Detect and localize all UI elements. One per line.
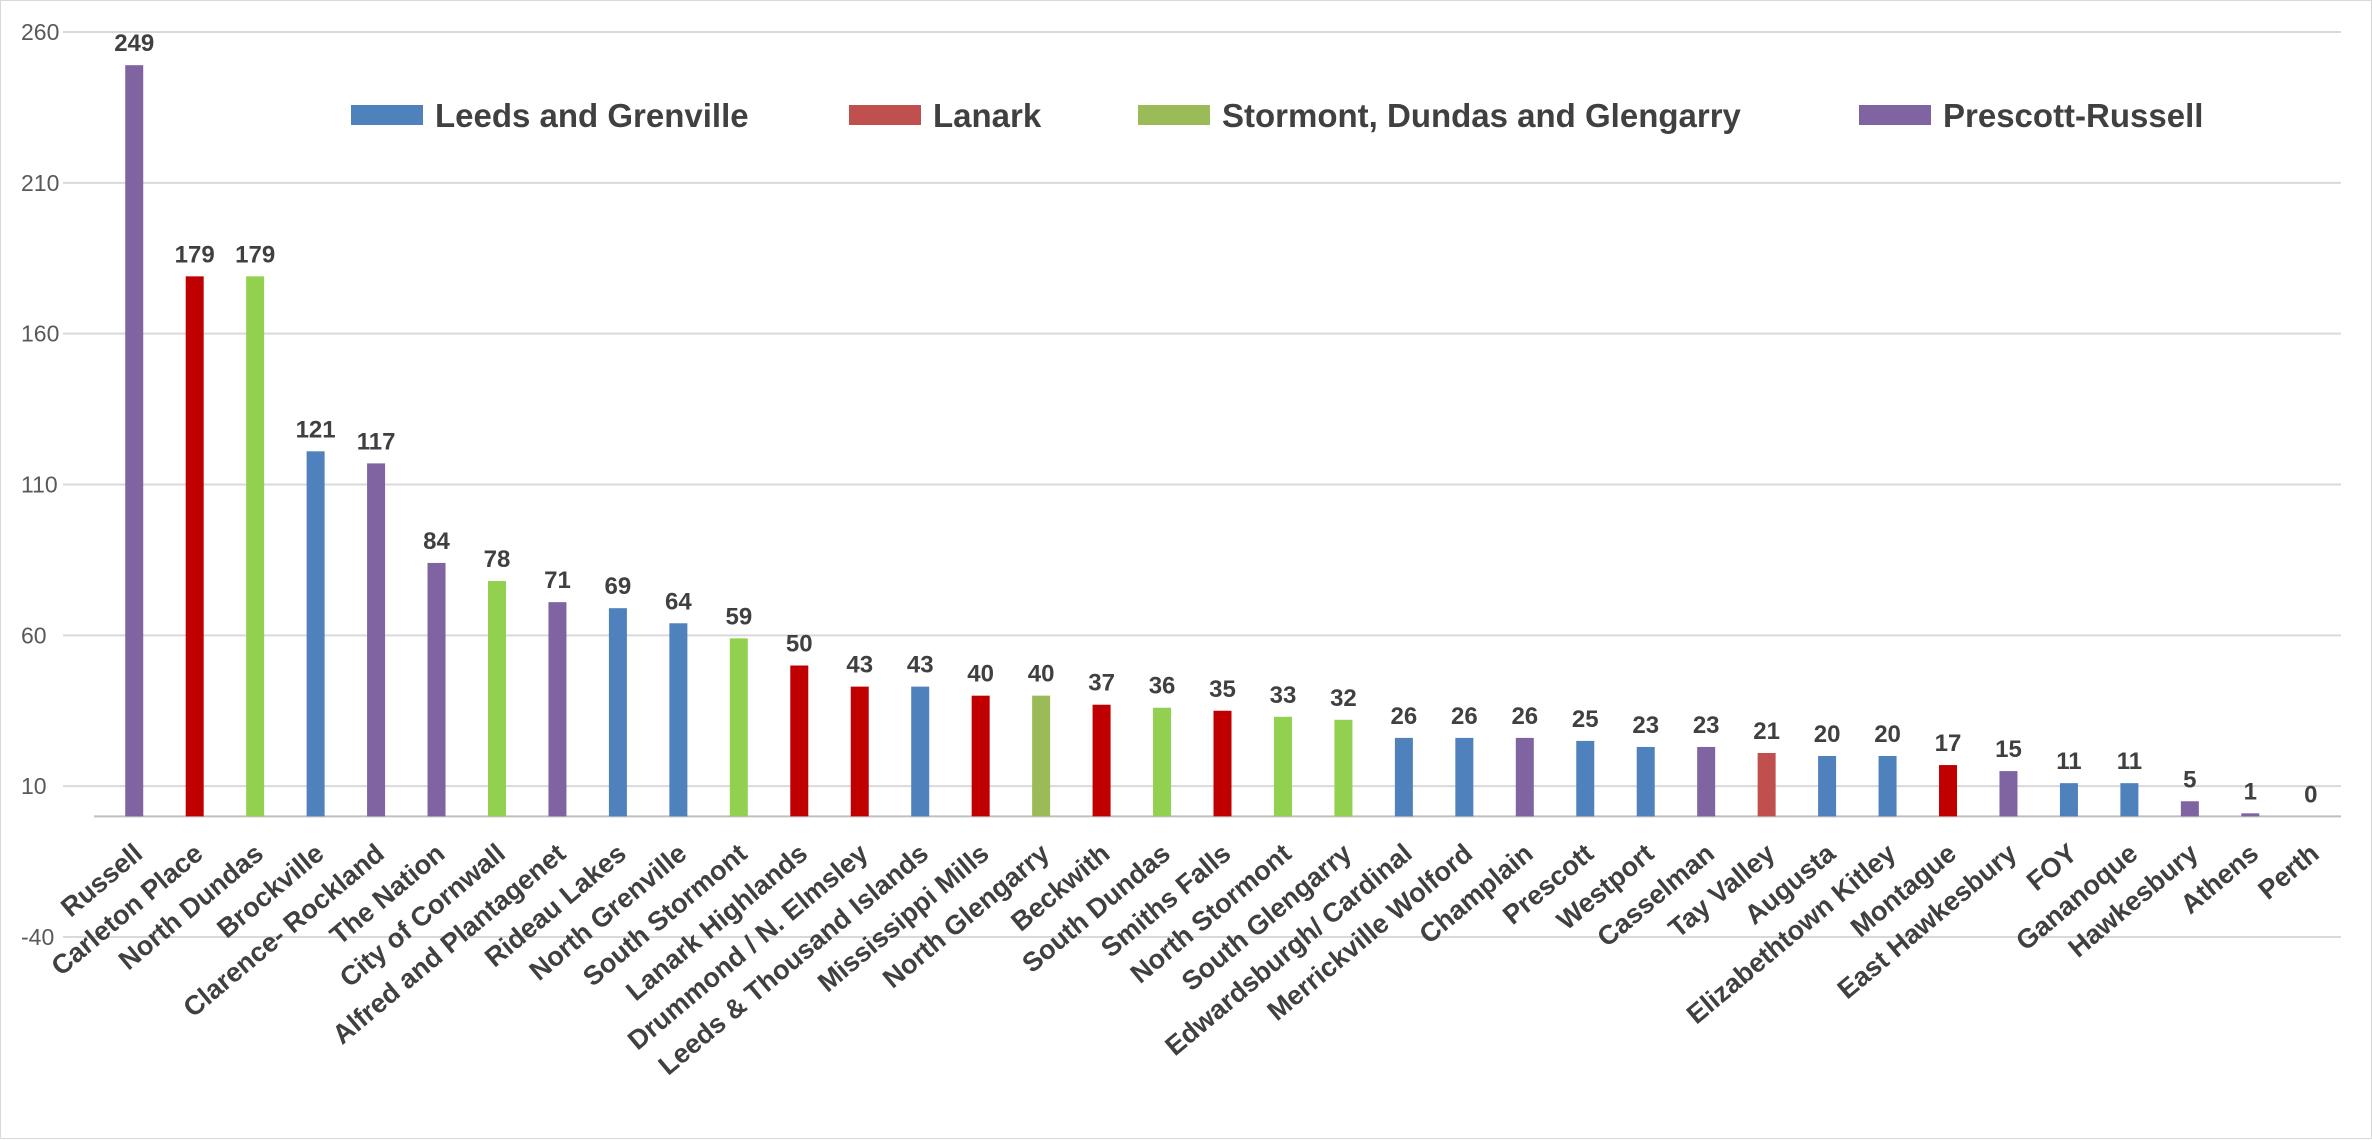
bar: [1878, 756, 1897, 817]
bar: [850, 686, 869, 817]
bar: [1636, 746, 1655, 817]
data-label: 20: [1874, 721, 1901, 748]
gridlines: [63, 31, 2341, 938]
bar: [1515, 737, 1534, 817]
data-label: 23: [1693, 712, 1720, 739]
data-label: 117: [357, 428, 396, 455]
bar: [1032, 695, 1051, 817]
data-label: 43: [846, 652, 873, 679]
bar: [1153, 707, 1172, 817]
legend-swatch: [1138, 105, 1210, 125]
bar: [1576, 740, 1595, 817]
data-label: 50: [786, 631, 813, 658]
y-tick-label: 160: [21, 321, 59, 347]
y-tick-label: 60: [21, 622, 47, 648]
data-label: 11: [2117, 748, 2142, 775]
data-label: 121: [296, 416, 336, 443]
y-tick-label: 260: [21, 19, 59, 45]
data-label: 179: [235, 241, 275, 268]
bar: [1818, 756, 1837, 817]
bar: [790, 665, 809, 817]
y-tick-label: 10: [21, 773, 47, 799]
bar: [669, 623, 688, 817]
bar: [487, 581, 506, 817]
data-label: 69: [605, 573, 632, 600]
y-axis-ticks: -40 10 60 110 160 210 260: [21, 19, 59, 950]
data-label: 37: [1088, 670, 1115, 697]
data-label: 1: [2244, 778, 2257, 805]
legend-swatch: [849, 105, 921, 125]
bar: [911, 686, 930, 817]
data-label: 26: [1391, 703, 1418, 730]
y-tick-label: -40: [21, 924, 54, 950]
y-tick-label: 210: [21, 170, 59, 196]
data-label: 25: [1572, 706, 1599, 733]
data-label: 21: [1753, 718, 1780, 745]
bar: [1697, 746, 1716, 817]
bar: [427, 562, 446, 817]
data-label: 40: [967, 661, 994, 688]
data-label: 17: [1935, 730, 1962, 757]
data-label: 23: [1632, 712, 1659, 739]
data-label: 11: [2056, 748, 2081, 775]
legend-label: Leeds and Grenville: [435, 97, 749, 134]
data-label: 78: [484, 546, 511, 573]
legend-label: Lanark: [933, 97, 1042, 134]
data-label: 36: [1149, 673, 1176, 700]
bar: [2241, 813, 2260, 817]
bar: [729, 638, 748, 817]
bar: [971, 695, 990, 817]
bar: [2120, 783, 2139, 817]
bar: [2059, 783, 2078, 817]
bar: [548, 602, 567, 817]
bar: [1999, 771, 2018, 817]
data-label: 59: [725, 603, 752, 630]
bar: [306, 451, 325, 817]
bar: [1334, 719, 1353, 817]
bars: [125, 65, 2260, 817]
bar: [1213, 710, 1232, 817]
legend-label: Stormont, Dundas and Glengarry: [1222, 97, 1742, 134]
data-label: 20: [1814, 721, 1841, 748]
bar: [246, 276, 265, 817]
data-label: 35: [1209, 676, 1236, 703]
legend: Leeds and Grenville Lanark Stormont, Dunda…: [351, 97, 2203, 134]
bar: [608, 608, 627, 817]
data-label: 71: [544, 567, 571, 594]
data-label: 33: [1270, 682, 1297, 709]
data-label: 32: [1330, 685, 1357, 712]
data-label: 43: [907, 652, 934, 679]
data-label: 84: [423, 528, 450, 555]
data-label: 26: [1451, 703, 1478, 730]
bar: [1757, 752, 1776, 817]
data-label: 15: [1995, 736, 2022, 763]
bar: [125, 65, 144, 817]
legend-swatch: [351, 105, 423, 125]
bar: [1455, 737, 1474, 817]
bar: [1394, 737, 1413, 817]
legend-label: Prescott-Russell: [1943, 97, 2203, 134]
data-label: 0: [2304, 781, 2317, 808]
category-label: Perth: [2252, 838, 2324, 905]
data-label: 5: [2183, 766, 2196, 793]
bar: [1939, 765, 1958, 817]
bar: [367, 463, 386, 817]
data-label: 40: [1028, 661, 1055, 688]
y-tick-label: 110: [21, 472, 58, 498]
data-label: 249: [114, 30, 154, 57]
legend-swatch: [1859, 105, 1931, 125]
bar: [2180, 801, 2199, 817]
data-label: 179: [175, 241, 215, 268]
bar: [1273, 716, 1292, 817]
data-label: 26: [1511, 703, 1538, 730]
data-label: 64: [665, 588, 692, 615]
bar: [1092, 704, 1111, 817]
bar: [185, 276, 204, 817]
